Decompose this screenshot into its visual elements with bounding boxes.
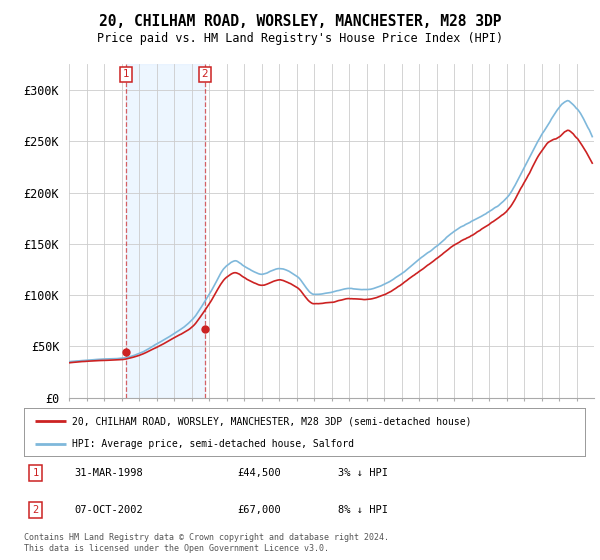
Text: HPI: Average price, semi-detached house, Salford: HPI: Average price, semi-detached house,… — [71, 439, 353, 449]
Text: Price paid vs. HM Land Registry's House Price Index (HPI): Price paid vs. HM Land Registry's House … — [97, 32, 503, 45]
Text: Contains HM Land Registry data © Crown copyright and database right 2024.
This d: Contains HM Land Registry data © Crown c… — [24, 533, 389, 553]
Bar — [126, 64, 205, 398]
Text: £44,500: £44,500 — [237, 468, 281, 478]
Text: £67,000: £67,000 — [237, 505, 281, 515]
Text: 1: 1 — [32, 468, 38, 478]
Text: 07-OCT-2002: 07-OCT-2002 — [74, 505, 143, 515]
Text: 31-MAR-1998: 31-MAR-1998 — [74, 468, 143, 478]
Text: 8% ↓ HPI: 8% ↓ HPI — [338, 505, 388, 515]
Text: 20, CHILHAM ROAD, WORSLEY, MANCHESTER, M28 3DP: 20, CHILHAM ROAD, WORSLEY, MANCHESTER, M… — [99, 14, 501, 29]
Text: 2: 2 — [32, 505, 38, 515]
Text: 20, CHILHAM ROAD, WORSLEY, MANCHESTER, M28 3DP (semi-detached house): 20, CHILHAM ROAD, WORSLEY, MANCHESTER, M… — [71, 416, 471, 426]
Text: 3% ↓ HPI: 3% ↓ HPI — [338, 468, 388, 478]
Text: 2: 2 — [202, 69, 208, 80]
Text: 1: 1 — [122, 69, 129, 80]
